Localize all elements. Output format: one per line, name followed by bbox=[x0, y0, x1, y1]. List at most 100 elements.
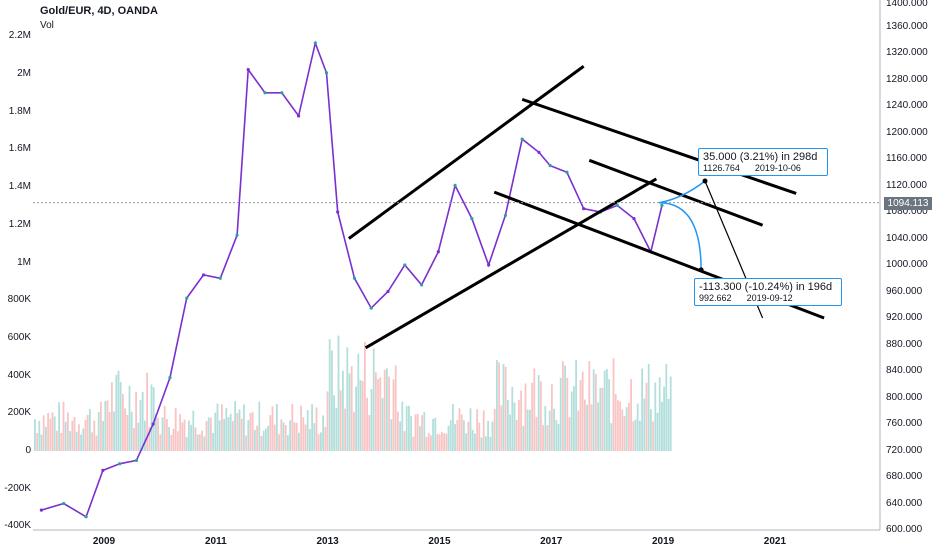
upper-measure-date: 2019-10-06 bbox=[754, 163, 801, 173]
volume-bar bbox=[639, 420, 641, 451]
volume-bar bbox=[559, 377, 562, 451]
volume-bar bbox=[597, 402, 599, 451]
price-point bbox=[134, 458, 139, 463]
volume-bar bbox=[139, 399, 142, 451]
time-tick-label: 2021 bbox=[763, 536, 787, 547]
volume-bar bbox=[258, 401, 261, 451]
volume-bar bbox=[282, 422, 285, 451]
volume-bar bbox=[399, 421, 401, 451]
trendline[interactable] bbox=[347, 65, 585, 240]
volume-bar bbox=[183, 419, 186, 451]
volume-bar bbox=[478, 422, 481, 451]
price-tick-label: 960.000 bbox=[886, 285, 923, 297]
volume-bar bbox=[575, 359, 577, 451]
volume-bar bbox=[174, 407, 177, 451]
price-point bbox=[235, 233, 239, 237]
volume-bar bbox=[401, 401, 404, 451]
volume-bar bbox=[322, 415, 324, 451]
volume-bar bbox=[623, 415, 626, 451]
volume-bar bbox=[287, 435, 289, 451]
volume-bar bbox=[337, 335, 340, 451]
chart-title: Gold/EUR, 4D, OANDA bbox=[40, 5, 158, 17]
volume-bar bbox=[397, 411, 399, 451]
volume-bar bbox=[669, 376, 672, 451]
volume-bar bbox=[493, 408, 496, 451]
volume-bar bbox=[64, 421, 67, 451]
volume-bar bbox=[546, 425, 549, 451]
volume-bar bbox=[58, 402, 60, 451]
volume-bar bbox=[260, 436, 263, 451]
volume-bar bbox=[643, 398, 646, 451]
volume-bar bbox=[249, 412, 252, 451]
price-point bbox=[369, 306, 373, 310]
volume-bar bbox=[467, 421, 470, 451]
volume-bar bbox=[460, 414, 463, 451]
volume-bar bbox=[555, 419, 558, 451]
volume-bar bbox=[658, 377, 661, 451]
volume-bar bbox=[357, 353, 360, 451]
volume-bar bbox=[157, 417, 159, 451]
volume-bar bbox=[617, 400, 619, 451]
volume-tick-label: 0 bbox=[25, 445, 31, 456]
volume-bar bbox=[610, 423, 613, 451]
volume-bar bbox=[69, 431, 71, 451]
volume-bar bbox=[304, 424, 307, 451]
price-point bbox=[453, 183, 457, 188]
volume-bar bbox=[284, 425, 287, 451]
volume-bar bbox=[108, 411, 111, 451]
volume-bar bbox=[278, 434, 280, 451]
lower-measure-price: 992.662 bbox=[699, 293, 732, 303]
volume-bar bbox=[579, 379, 582, 451]
volume-bar bbox=[476, 409, 478, 451]
volume-bar bbox=[656, 412, 659, 451]
volume-bar bbox=[212, 432, 214, 451]
volume-bar bbox=[150, 384, 153, 451]
volume-bar bbox=[364, 341, 366, 451]
trendline[interactable] bbox=[521, 97, 797, 195]
trendline[interactable] bbox=[364, 177, 658, 350]
volume-bar bbox=[205, 421, 208, 451]
volume-bar bbox=[542, 424, 544, 451]
volume-bar bbox=[276, 404, 278, 451]
volume-bar bbox=[489, 436, 492, 451]
volume-bar bbox=[47, 412, 49, 451]
volume-bar bbox=[372, 348, 375, 451]
volume-bar bbox=[126, 414, 129, 451]
volume-bar bbox=[568, 417, 571, 451]
price-point bbox=[548, 164, 552, 168]
price-point bbox=[403, 263, 407, 267]
volume-bar bbox=[392, 379, 395, 451]
volume-bar bbox=[291, 403, 294, 451]
trendline[interactable] bbox=[588, 158, 764, 227]
volume-bar bbox=[236, 413, 239, 451]
volume-bar bbox=[45, 426, 47, 451]
upper-measure-price: 1126.764 bbox=[703, 163, 740, 173]
volume-bar bbox=[38, 420, 41, 451]
volume-bar bbox=[509, 414, 511, 451]
upper-measure-arrow bbox=[659, 180, 706, 204]
price-point bbox=[263, 91, 267, 95]
volume-bar bbox=[60, 432, 63, 451]
volume-bar bbox=[456, 420, 459, 451]
price-tick-label: 1000.000 bbox=[886, 259, 928, 270]
price-point bbox=[218, 276, 222, 280]
volume-bar bbox=[155, 414, 157, 451]
volume-tick-label: 200K bbox=[7, 407, 31, 419]
volume-bar bbox=[584, 399, 586, 451]
volume-bar bbox=[42, 415, 45, 451]
price-tick-label: 880.000 bbox=[886, 338, 923, 350]
volume-bar bbox=[601, 387, 604, 451]
lower-measure-arrow bbox=[659, 201, 702, 270]
volume-bar bbox=[51, 412, 54, 451]
price-point bbox=[487, 263, 491, 267]
volume-bar bbox=[377, 379, 379, 451]
volume-bar bbox=[295, 422, 298, 451]
volume-bar bbox=[119, 381, 122, 451]
time-tick-label: 2009 bbox=[92, 536, 116, 547]
volume-bar bbox=[300, 405, 302, 451]
volume-bar bbox=[214, 412, 217, 451]
volume-bar bbox=[449, 420, 452, 451]
volume-bar bbox=[328, 339, 331, 451]
volume-bar bbox=[619, 401, 621, 451]
volume-bar bbox=[234, 401, 236, 451]
